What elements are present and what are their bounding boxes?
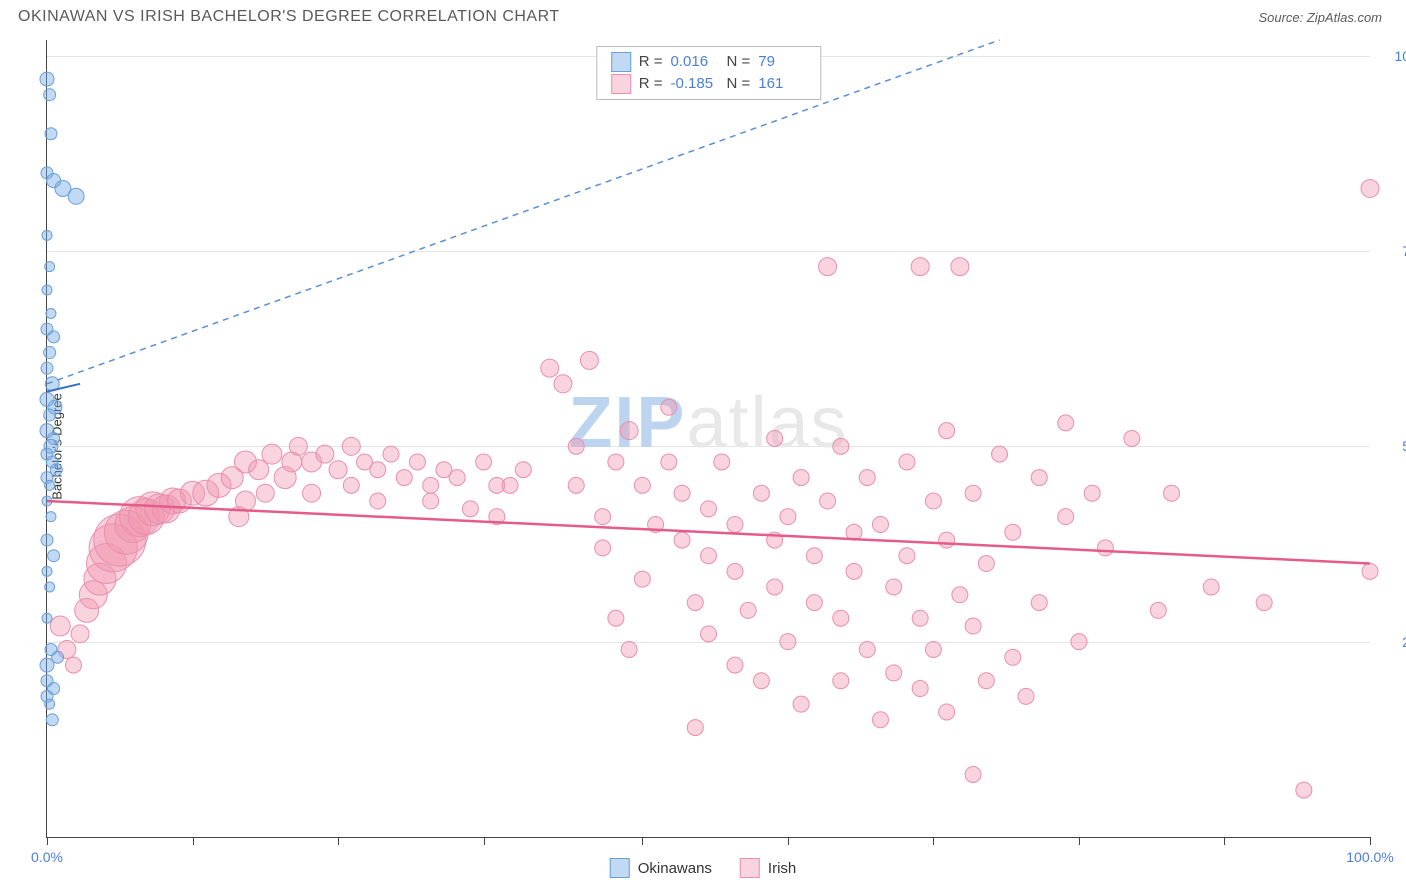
legend-swatch-irish [740,858,760,878]
ytick-label: 25.0% [1378,634,1406,650]
xtick-label: 0.0% [31,849,63,865]
stat-r-label: R = [639,51,663,73]
stat-n-label2: N = [727,73,751,95]
stat-n-label: N = [727,51,751,73]
ytick-label: 50.0% [1378,438,1406,454]
swatch-okinawans [611,52,631,72]
stat-n-oki: 79 [758,51,806,73]
legend-swatch-okinawans [610,858,630,878]
scatter-svg [47,40,1370,837]
xtick-label: 100.0% [1346,849,1393,865]
stat-r-iri: -0.185 [671,73,719,95]
chart-plot-area: Bachelor's Degree ZIPatlas 25.0%50.0%75.… [46,40,1370,838]
source-label: Source: ZipAtlas.com [1258,10,1382,25]
stats-box: R = 0.016 N = 79 R = -0.185 N = 161 [596,46,822,100]
stat-r-oki: 0.016 [671,51,719,73]
stats-row-irish: R = -0.185 N = 161 [611,73,807,95]
bottom-legend: Okinawans Irish [610,858,797,878]
legend-item-okinawans: Okinawans [610,858,712,878]
legend-label-okinawans: Okinawans [638,860,712,877]
legend-item-irish: Irish [740,858,796,878]
legend-label-irish: Irish [768,860,796,877]
chart-title: OKINAWAN VS IRISH BACHELOR'S DEGREE CORR… [18,8,560,26]
stats-row-okinawans: R = 0.016 N = 79 [611,51,807,73]
stat-n-iri: 161 [758,73,806,95]
stat-r-label2: R = [639,73,663,95]
ytick-label: 75.0% [1378,243,1406,259]
swatch-irish [611,74,631,94]
ytick-label: 100.0% [1378,48,1406,64]
